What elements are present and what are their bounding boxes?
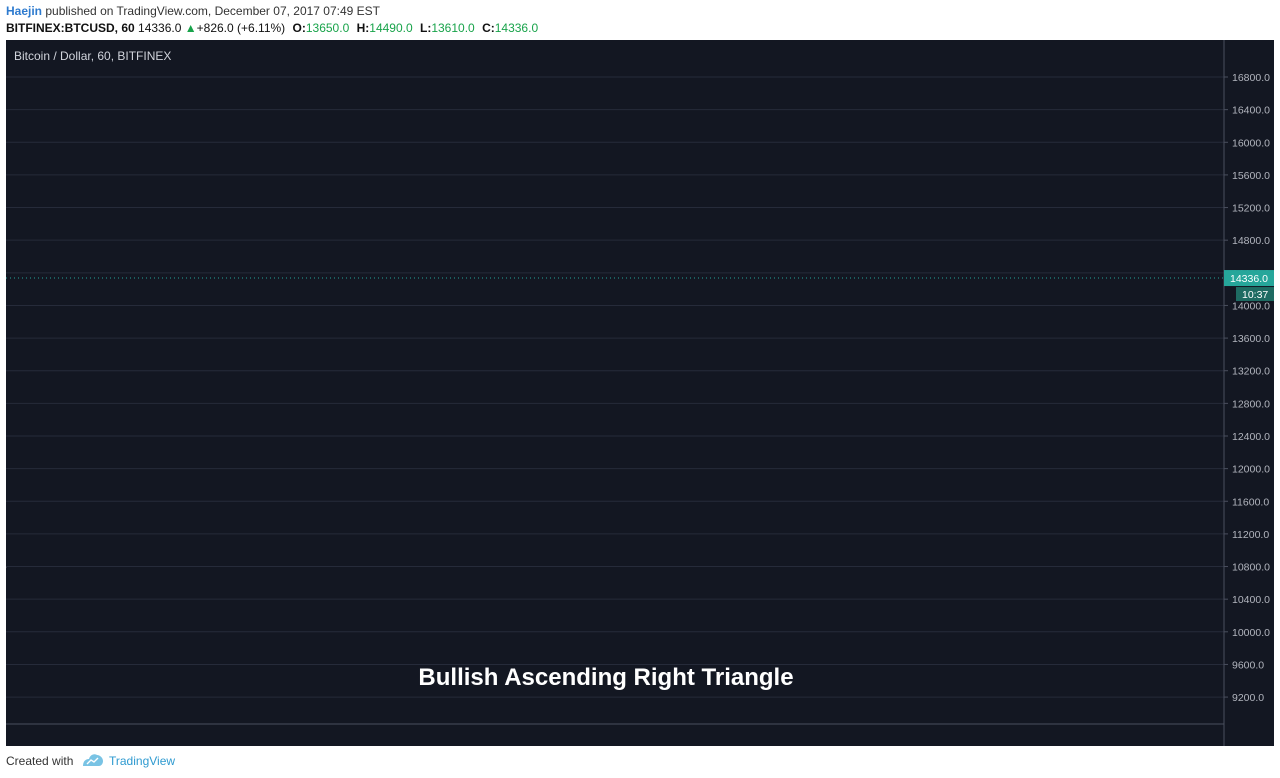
price-axis-label: 16800.0	[1232, 72, 1270, 84]
price-axis-label: 16400.0	[1232, 105, 1270, 117]
price-axis-label: 15200.0	[1232, 203, 1270, 215]
countdown-badge	[1236, 287, 1274, 302]
price-axis-label: 13200.0	[1232, 366, 1270, 378]
chart-area[interactable]: 9200.0 9600.0 10000.0 10400.0 10800.0 11200.0…	[6, 40, 1274, 746]
publish-text: published on TradingView.com, December 0…	[45, 4, 381, 18]
change-arrow: ▲	[184, 21, 197, 35]
created-with-label: Created with	[6, 754, 74, 768]
close-label: C:	[482, 21, 495, 35]
chart-header: Haejin published on TradingView.com, Dec…	[0, 0, 1280, 40]
price-axis-label: 15600.0	[1232, 170, 1270, 182]
publish-line: Haejin published on TradingView.com, Dec…	[6, 4, 380, 18]
price-axis-label: 14000.0	[1232, 300, 1270, 312]
price-axis-label: 11600.0	[1232, 496, 1269, 508]
close-value: 14336.0	[494, 21, 539, 35]
tradingview-logo-icon	[83, 754, 103, 766]
last-price: 14336.0	[138, 21, 182, 35]
chart-background	[6, 40, 1274, 746]
high-label: H:	[356, 21, 370, 35]
low-label: L:	[420, 21, 432, 35]
low-value: 13610.0	[431, 21, 475, 35]
price-axis-label: 10000.0	[1232, 627, 1270, 639]
last-price-badge	[1224, 270, 1274, 287]
price-chart[interactable]: 9200.0 9600.0 10000.0 10400.0 10800.0 11200.0…	[6, 40, 1274, 746]
high-value: 14490.0	[369, 21, 413, 35]
chart-footer: Created with TradingView	[0, 746, 1280, 778]
price-axis-label: 14800.0	[1232, 235, 1270, 247]
symbol-label: BITFINEX:BTCUSD, 60	[6, 21, 135, 35]
change-value: +826.0 (+6.11%)	[196, 21, 286, 35]
price-axis-label: 9200.0	[1232, 692, 1264, 704]
quote-line: BITFINEX:BTCUSD, 60 14336.0 ▲+826.0 (+6.…	[6, 21, 538, 35]
price-axis-label: 12000.0	[1232, 464, 1270, 476]
last-price-badge-text: 14336.0	[1230, 273, 1268, 285]
chart-title: Bitcoin / Dollar, 60, BITFINEX	[14, 49, 171, 63]
price-axis-label: 13600.0	[1232, 333, 1270, 345]
countdown-text: 10:37	[1242, 289, 1268, 301]
price-axis-label: 10400.0	[1232, 594, 1270, 606]
price-axis-label: 9600.0	[1232, 659, 1264, 671]
author-link[interactable]: Haejin	[6, 4, 43, 18]
price-axis-label: 11200.0	[1232, 529, 1269, 541]
price-axis-label: 10800.0	[1232, 562, 1270, 574]
open-label: O:	[292, 21, 306, 35]
chart-subtitle: Bullish Ascending Right Triangle	[418, 664, 793, 691]
price-axis-label: 16000.0	[1232, 137, 1270, 149]
price-axis-label: 12800.0	[1232, 398, 1270, 410]
open-value: 13650.0	[305, 21, 350, 35]
tradingview-link[interactable]: TradingView	[109, 754, 176, 768]
price-axis-label: 12400.0	[1232, 431, 1270, 443]
